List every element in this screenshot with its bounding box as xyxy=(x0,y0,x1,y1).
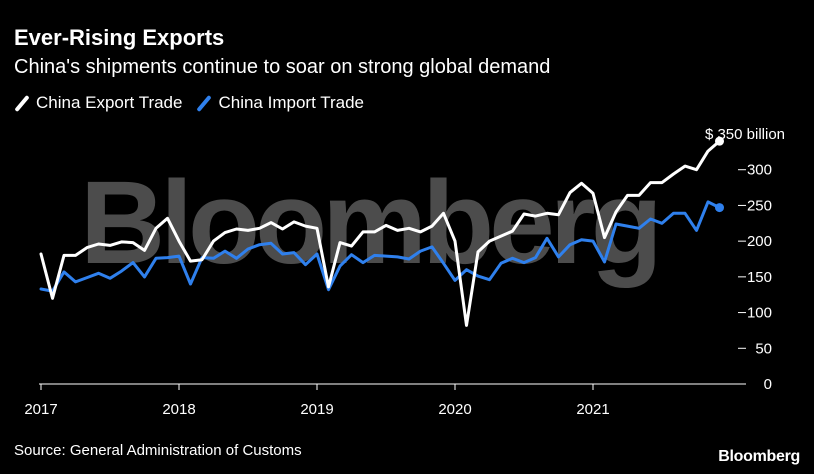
bloomberg-logo: Bloomberg xyxy=(718,448,800,465)
source-note: Source: General Administration of Custom… xyxy=(14,442,302,459)
series-endpoint-china-import-trade xyxy=(715,203,724,213)
series-line-china-import-trade xyxy=(39,200,721,293)
x-tick-label-2020: 2020 xyxy=(438,401,471,418)
legend-item-import: China Import Trade xyxy=(196,93,364,113)
x-tick-label-2019: 2019 xyxy=(300,401,333,418)
legend-label-import: China Import Trade xyxy=(218,93,364,112)
y-tick-label-0: 0 xyxy=(764,376,772,393)
y-top-label: $ 350 billion xyxy=(705,126,785,143)
x-tick-label-2021: 2021 xyxy=(576,401,609,418)
x-tick-label-2018: 2018 xyxy=(162,401,195,418)
series-endpoint-china-export-trade xyxy=(715,136,724,146)
legend-item-export: China Export Trade xyxy=(14,93,182,113)
y-tick-label-300: 300 xyxy=(747,162,772,179)
chart-legend: China Export Trade China Import Trade xyxy=(14,93,378,113)
y-tick-label-100: 100 xyxy=(747,305,772,322)
series-line-china-export-trade xyxy=(39,139,721,327)
y-tick-label-250: 250 xyxy=(747,197,772,214)
y-tick-label-50: 50 xyxy=(755,340,772,357)
legend-label-export: China Export Trade xyxy=(36,93,183,112)
y-tick-label-200: 200 xyxy=(747,233,772,250)
y-tick-label-150: 150 xyxy=(747,269,772,286)
chart-subtitle: China's shipments continue to soar on st… xyxy=(14,56,551,78)
chart-title: Ever-Rising Exports xyxy=(14,25,225,50)
x-tick-label-2017: 2017 xyxy=(24,401,57,418)
